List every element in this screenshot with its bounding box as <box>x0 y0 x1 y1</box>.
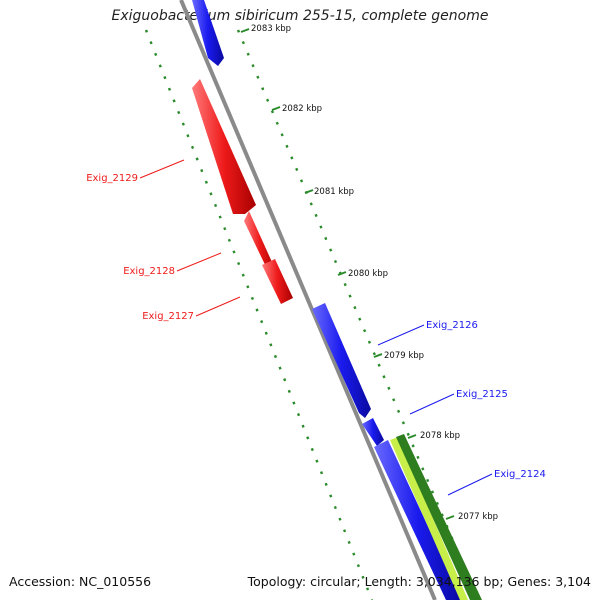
gene-exig-2130[interactable] <box>192 0 224 66</box>
genome-summary-label: Topology: circular; Length: 3,034,136 bp… <box>247 574 591 589</box>
tick-2083 <box>240 28 250 33</box>
tick-label-2080: 2080 kbp <box>348 269 388 279</box>
accession-label: Accession: NC_010556 <box>9 574 152 589</box>
leader-exig-2126 <box>377 324 425 346</box>
ruler-ring-inner <box>144 29 374 600</box>
genome-backbone <box>179 0 437 600</box>
leader-exig-2125 <box>409 393 455 415</box>
ruler-ring-outer <box>236 29 480 600</box>
tick-label-2083: 2083 kbp <box>251 24 291 34</box>
tick-label-2078: 2078 kbp <box>420 431 460 441</box>
gene-exig-2127[interactable] <box>262 259 293 304</box>
leader-exig-2129 <box>139 159 185 179</box>
gene-exig-2126[interactable] <box>312 303 371 418</box>
leader-exig-2127 <box>195 296 241 317</box>
gene-label-exig-2129[interactable]: Exig_2129 <box>86 173 138 184</box>
gene-exig-2128[interactable] <box>244 211 276 271</box>
tick-2079 <box>373 353 383 358</box>
feature-light-green <box>390 437 468 600</box>
tick-label-2077: 2077 kbp <box>458 512 498 522</box>
gene-exig-2124-forward[interactable] <box>374 440 462 600</box>
gene-label-exig-2127[interactable]: Exig_2127 <box>142 311 194 322</box>
gene-label-exig-2125[interactable]: Exig_2125 <box>456 389 508 400</box>
tick-2082 <box>271 106 281 111</box>
tick-2077 <box>445 515 455 520</box>
gene-label-exig-2126[interactable]: Exig_2126 <box>426 320 478 331</box>
gene-label-exig-2124[interactable]: Exig_2124 <box>494 469 546 480</box>
tick-label-2082: 2082 kbp <box>282 104 322 114</box>
tick-label-2081: 2081 kbp <box>314 187 354 197</box>
tick-2081 <box>304 189 314 194</box>
feature-dark-green <box>396 434 482 600</box>
tick-2078 <box>407 434 417 439</box>
gene-exig-2125[interactable] <box>362 418 384 446</box>
gene-label-exig-2128[interactable]: Exig_2128 <box>123 266 175 277</box>
leader-exig-2124 <box>447 473 493 496</box>
gene-exig-2129[interactable] <box>192 79 256 214</box>
tick-2080 <box>337 271 347 276</box>
tick-label-2079: 2079 kbp <box>384 351 424 361</box>
leader-exig-2128 <box>176 252 222 272</box>
